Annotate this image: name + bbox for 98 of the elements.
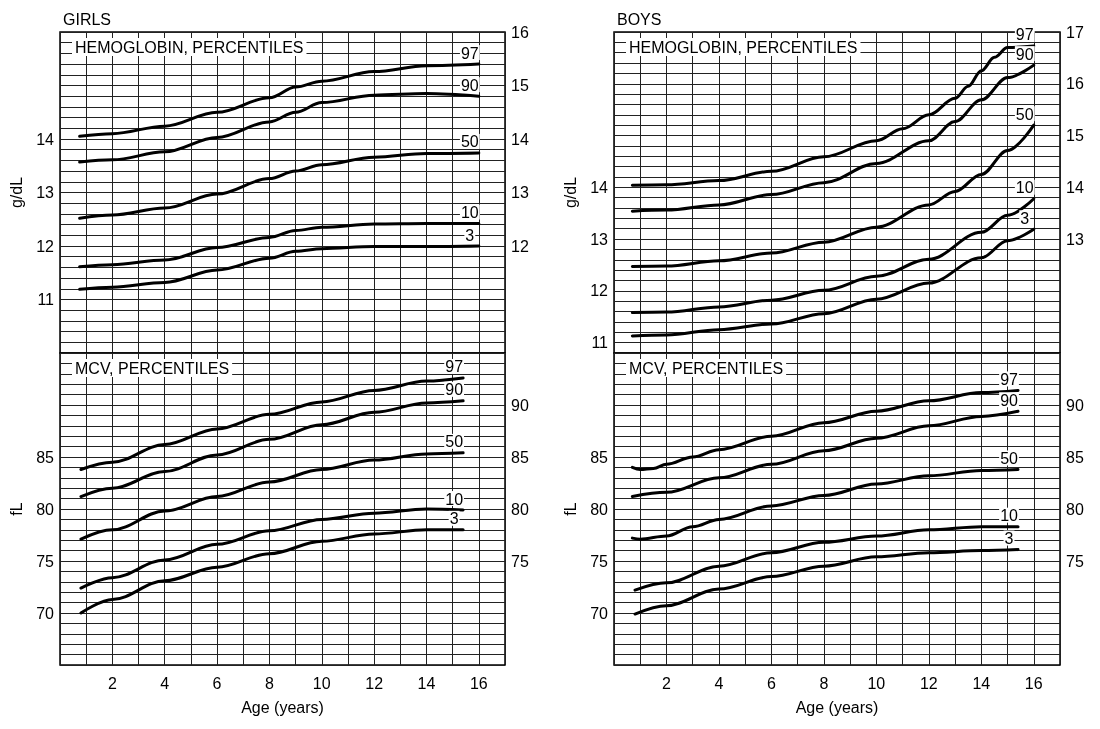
- line-series: [79, 507, 465, 590]
- y2-tick-label: 85: [1066, 448, 1084, 466]
- y-tick-label: 80: [590, 500, 609, 518]
- y-tick-label: 85: [36, 448, 55, 466]
- x-tick-label: 6: [766, 674, 776, 692]
- x-tick-label: 4: [714, 674, 724, 692]
- y2-tick-label: 16: [1066, 75, 1084, 93]
- line-series: [633, 525, 1020, 592]
- y2-tick-label: 15: [511, 77, 529, 94]
- y-tick-label: 14: [36, 130, 55, 148]
- line-series: [630, 409, 1020, 499]
- series-label: 90: [460, 76, 479, 94]
- y-axis-title: fL: [561, 502, 579, 516]
- y2-tick-label: 14: [1066, 178, 1084, 196]
- x-tick-label: 10: [312, 674, 331, 692]
- series-label: 3: [465, 226, 475, 244]
- series-label: 3: [1020, 209, 1030, 227]
- y2-tick-label: 13: [1066, 230, 1084, 248]
- y-tick-label: 75: [590, 552, 609, 570]
- line-series: [79, 528, 465, 615]
- y2-tick-label: 12: [511, 237, 529, 255]
- x-tick-label: 4: [160, 674, 170, 692]
- y2-tick-label: 90: [511, 396, 529, 414]
- x-tick-label: 14: [417, 674, 436, 692]
- series-label: 97: [1000, 370, 1019, 388]
- line-series: [630, 197, 1036, 315]
- y-tick-label: 14: [590, 178, 609, 196]
- y-tick-label: 75: [36, 552, 55, 570]
- line-series: [78, 151, 481, 220]
- series-label: 10: [1015, 179, 1034, 197]
- y-tick-label: 11: [591, 334, 609, 352]
- annotation: MCV, PERCENTILES: [75, 359, 230, 377]
- line-series: [630, 388, 1020, 471]
- x-tick-label: 12: [365, 674, 384, 692]
- series-label: 3: [1004, 530, 1014, 548]
- x-axis-title: Age (years): [241, 698, 324, 716]
- y-tick-label: 80: [36, 500, 55, 518]
- y2-tick-label: 16: [511, 23, 529, 41]
- series-label: 3: [449, 510, 459, 528]
- line-series: [630, 63, 1036, 213]
- series-label: 10: [445, 490, 464, 508]
- y2-tick-label: 90: [1066, 396, 1084, 414]
- y-axis-title: g/dL: [561, 176, 579, 209]
- line-series: [630, 123, 1036, 269]
- series-label: 50: [1015, 105, 1034, 123]
- line-series: [633, 548, 1020, 616]
- annotation: HEMOGLOBIN, PERCENTILES: [629, 38, 858, 56]
- annotation: MCV, PERCENTILES: [629, 359, 784, 377]
- line-series: [79, 376, 465, 471]
- x-tick-label: 16: [1024, 674, 1043, 692]
- y2-tick-label: 85: [511, 448, 529, 466]
- y-tick-label: 13: [36, 184, 55, 201]
- y-tick-label: 70: [36, 604, 55, 622]
- x-tick-label: 14: [972, 674, 991, 692]
- y-tick-label: 12: [36, 237, 55, 255]
- y-tick-label: 11: [37, 291, 55, 308]
- x-tick-label: 8: [819, 674, 829, 692]
- y2-tick-label: 17: [1066, 23, 1084, 41]
- x-tick-label: 8: [264, 674, 274, 692]
- y2-tick-label: 80: [511, 500, 529, 518]
- y-tick-label: 70: [590, 604, 609, 622]
- series-label: 90: [445, 381, 464, 399]
- annotation: HEMOGLOBIN, PERCENTILES: [75, 38, 304, 56]
- y2-tick-label: 15: [1066, 127, 1084, 145]
- y2-tick-label: 14: [511, 130, 529, 148]
- x-tick-label: 2: [662, 674, 672, 692]
- line-series: [78, 92, 481, 164]
- series-label: 97: [445, 358, 464, 376]
- y2-tick-label: 80: [1066, 500, 1084, 518]
- line-series: [78, 222, 481, 269]
- y-axis-title: g/dL: [7, 176, 25, 209]
- line-series: [79, 451, 465, 541]
- series-label: 90: [1000, 391, 1019, 409]
- y2-tick-label: 75: [511, 552, 529, 570]
- series-label: 97: [460, 44, 479, 62]
- y-tick-label: 12: [590, 282, 609, 300]
- y2-tick-label: 13: [511, 184, 529, 201]
- series-label: 50: [1000, 449, 1019, 467]
- chart-title: GIRLS: [63, 10, 112, 28]
- series-label: 97: [1015, 26, 1034, 44]
- x-axis-title: Age (years): [795, 698, 879, 716]
- x-tick-label: 12: [919, 674, 938, 692]
- y-axis-title: fL: [7, 502, 25, 516]
- y2-tick-label: 75: [1066, 552, 1084, 570]
- x-tick-label: 6: [212, 674, 222, 692]
- x-tick-label: 10: [867, 674, 886, 692]
- line-series: [630, 227, 1036, 338]
- series-label: 10: [1000, 507, 1019, 525]
- chart-title: BOYS: [617, 10, 662, 28]
- series-label: 50: [460, 133, 479, 151]
- y-tick-label: 13: [590, 230, 609, 248]
- line-series: [78, 244, 481, 291]
- series-label: 50: [445, 433, 464, 451]
- y-tick-label: 85: [590, 448, 609, 466]
- series-label: 10: [460, 204, 479, 222]
- x-tick-label: 2: [107, 674, 117, 692]
- series-label: 90: [1015, 45, 1034, 63]
- x-tick-label: 16: [469, 674, 488, 692]
